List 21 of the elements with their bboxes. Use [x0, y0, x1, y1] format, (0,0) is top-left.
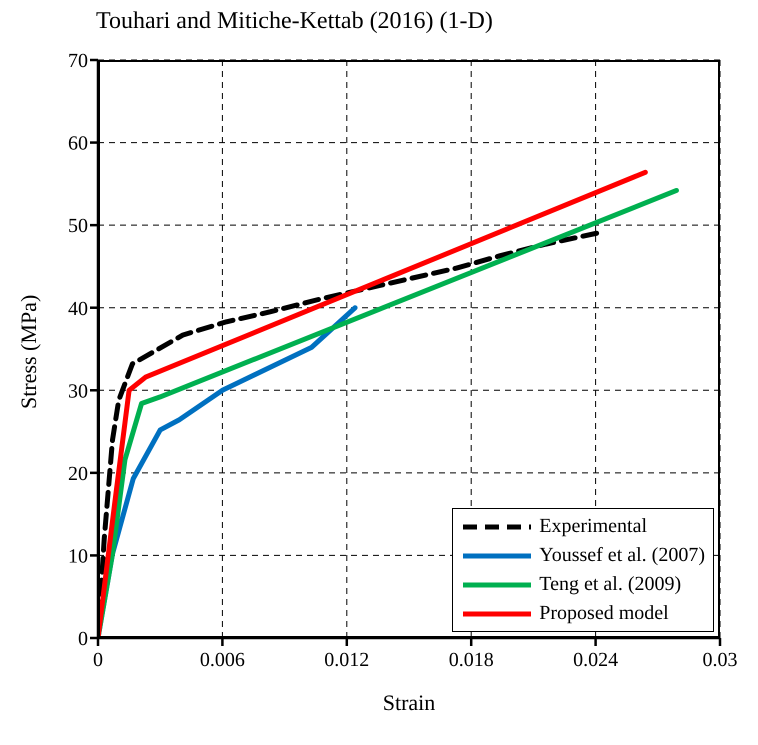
- y-tick-label: 0: [78, 628, 88, 650]
- y-tick-label: 40: [68, 298, 88, 320]
- x-tick-label: 0.024: [573, 649, 618, 672]
- y-tick-label: 10: [68, 546, 88, 568]
- legend-label: Youssef et al. (2007): [539, 544, 705, 567]
- x-tick-label: 0.006: [200, 649, 245, 672]
- x-axis-title: Strain: [382, 690, 436, 715]
- y-tick-label: 30: [68, 380, 88, 402]
- y-axis-title: Stress (MPa): [16, 294, 41, 409]
- y-tick-label: 70: [68, 50, 88, 72]
- y-tick-label: 60: [68, 132, 88, 155]
- x-tick-label: 0.012: [324, 649, 370, 672]
- x-tick-label: 0.03: [702, 649, 738, 672]
- x-tick-label: 0: [93, 649, 103, 672]
- legend-label: Proposed model: [539, 602, 669, 625]
- legend-label: Teng et al. (2009): [539, 573, 682, 596]
- y-tick-label: 20: [68, 462, 88, 485]
- y-tick-label: 50: [68, 215, 88, 238]
- chart-title: Touhari and Mitiche-Kettab (2016) (1-D): [96, 8, 494, 36]
- legend-label: Experimental: [539, 515, 647, 538]
- x-tick-label: 0.018: [448, 649, 494, 672]
